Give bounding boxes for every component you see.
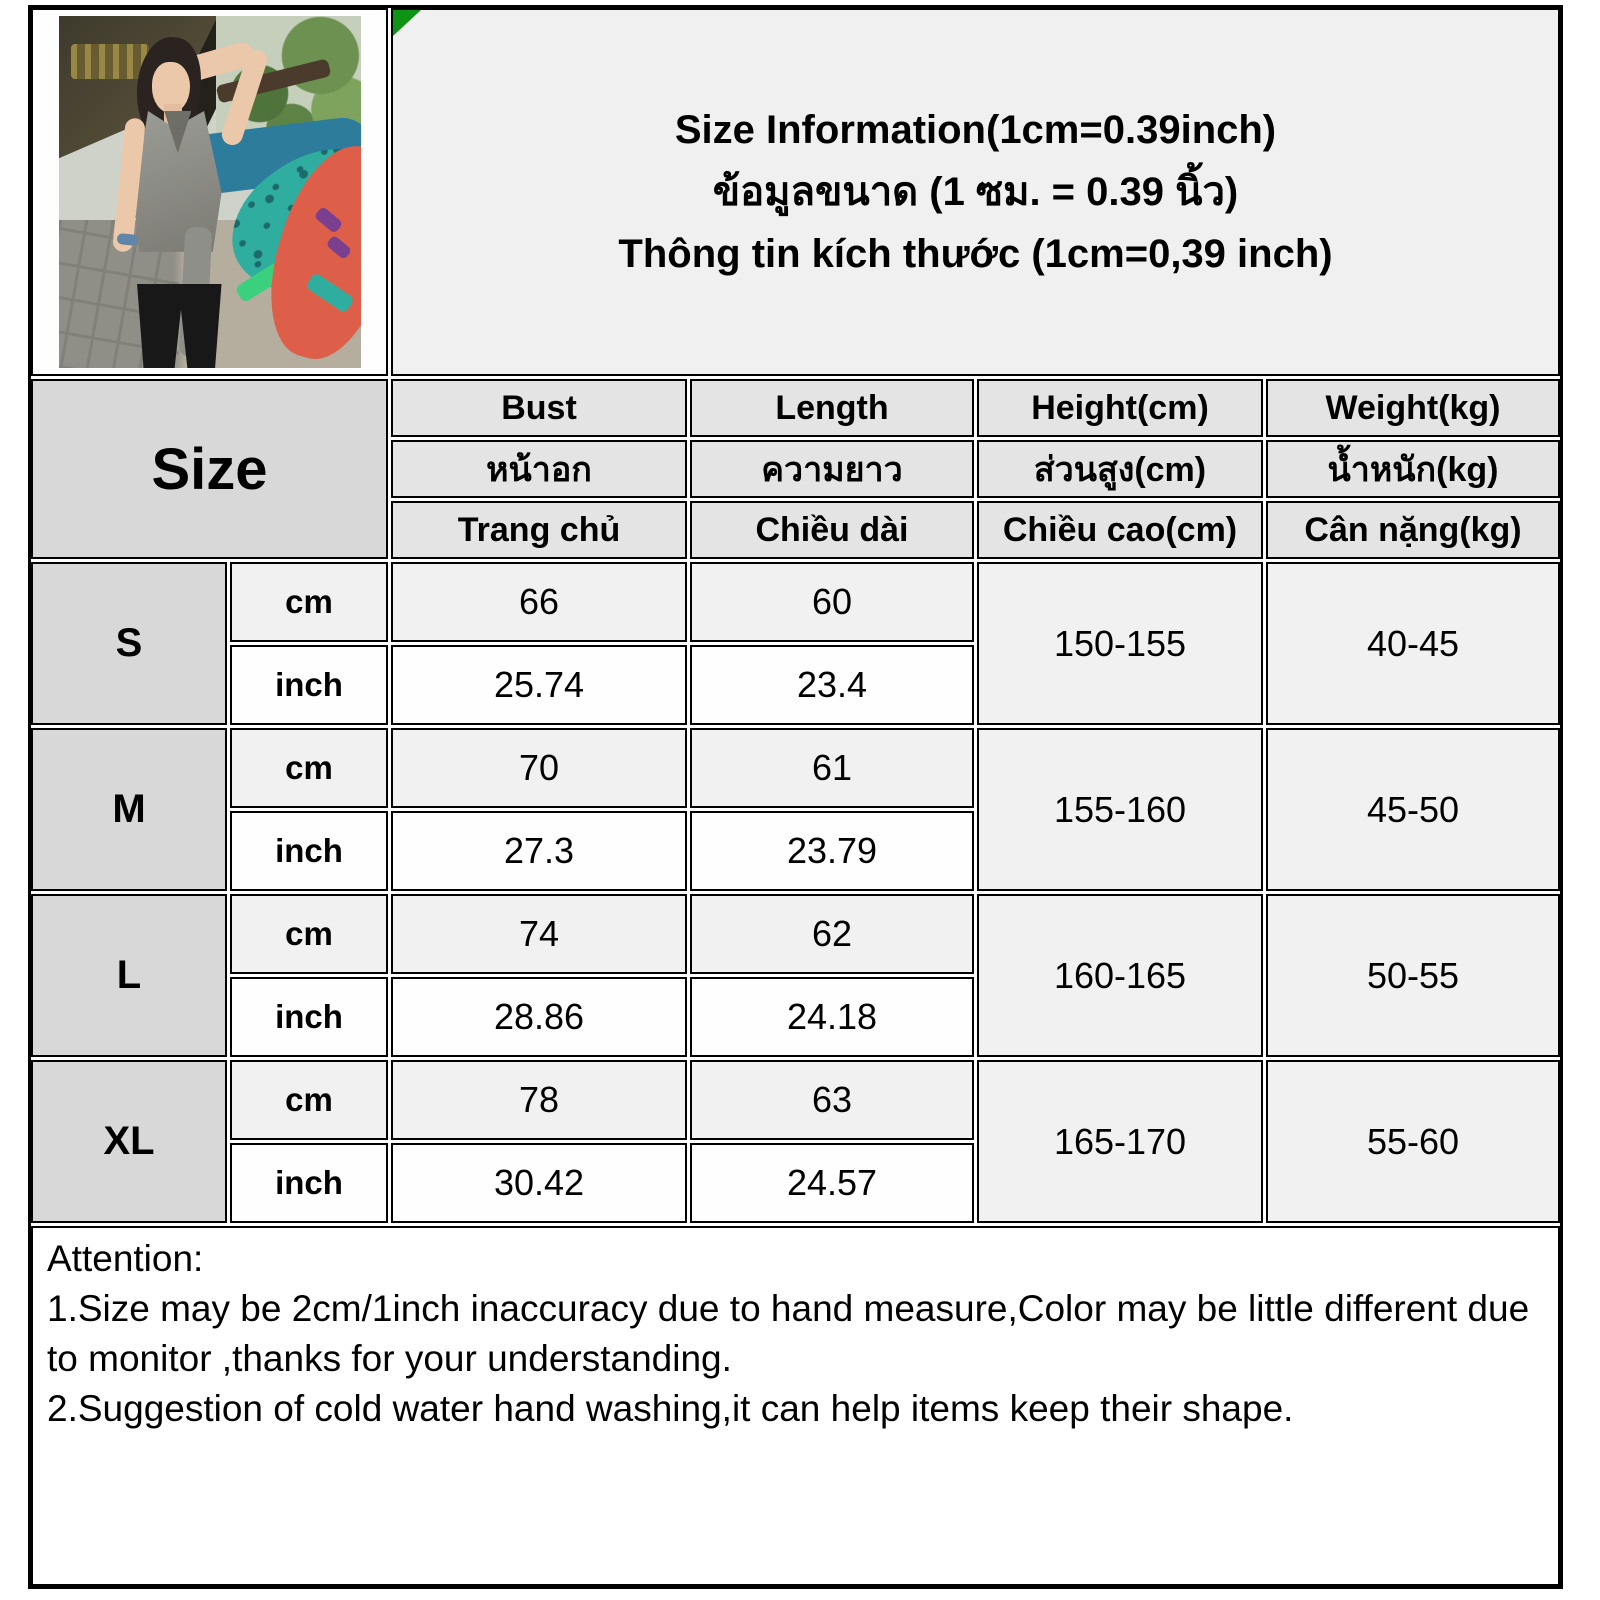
unit-inch: inch [230,645,388,725]
value-weight-range: 40-45 [1266,562,1560,725]
unit-cm: cm [230,1060,388,1140]
value-weight-range: 55-60 [1266,1060,1560,1223]
unit-inch: inch [230,1143,388,1223]
value-bust-cm: 66 [391,562,687,642]
attention-note-2: 2.Suggestion of cold water hand washing,… [47,1388,1294,1429]
value-length-inch: 23.4 [690,645,974,725]
size-label-s: S [31,562,227,725]
sign-shape [70,44,150,80]
value-length-cm: 63 [690,1060,974,1140]
value-bust-cm: 74 [391,894,687,974]
attention-note-1: 1.Size may be 2cm/1inch inaccuracy due t… [47,1288,1530,1379]
value-weight-range: 50-55 [1266,894,1560,1057]
unit-cm: cm [230,728,388,808]
value-bust-inch: 30.42 [391,1143,687,1223]
value-length-cm: 62 [690,894,974,974]
value-bust-inch: 27.3 [391,811,687,891]
product-photo [58,16,361,368]
column-header-bust-th: หน้าอก [391,440,687,498]
value-height-range: 165-170 [977,1060,1263,1223]
value-bust-cm: 78 [391,1060,687,1140]
column-header-weight-th: น้ำหนัก(kg) [1266,440,1560,498]
column-header-height-vi: Chiều cao(cm) [977,501,1263,559]
column-header-bust-en: Bust [391,379,687,437]
value-bust-inch: 25.74 [391,645,687,725]
unit-inch: inch [230,977,388,1057]
green-corner-marker-icon [393,10,421,36]
value-height-range: 160-165 [977,894,1263,1057]
unit-cm: cm [230,894,388,974]
column-header-height-en: Height(cm) [977,379,1263,437]
value-length-cm: 61 [690,728,974,808]
value-bust-cm: 70 [391,728,687,808]
title-thai: ข้อมูลขนาด (1 ซม. = 0.39 นิ้ว) [712,170,1239,214]
column-header-bust-vi: Trang chủ [391,501,687,559]
title-english: Size Information(1cm=0.39inch) [674,108,1277,152]
column-header-length-en: Length [690,379,974,437]
value-length-inch: 24.57 [690,1143,974,1223]
value-bust-inch: 28.86 [391,977,687,1057]
column-header-length-vi: Chiều dài [690,501,974,559]
value-height-range: 150-155 [977,562,1263,725]
size-header: Size [31,379,388,559]
size-label-m: M [31,728,227,891]
column-header-height-th: ส่วนสูง(cm) [977,440,1263,498]
size-label-l: L [31,894,227,1057]
unit-cm: cm [230,562,388,642]
value-length-inch: 24.18 [690,977,974,1057]
attention-heading: Attention: [47,1238,204,1279]
size-label-xl: XL [31,1060,227,1223]
value-height-range: 155-160 [977,728,1263,891]
product-photo-cell [31,8,388,376]
title-vietnamese: Thông tin kích thước (1cm=0,39 inch) [618,232,1333,276]
value-length-inch: 23.79 [690,811,974,891]
size-chart-sheet: Size Information(1cm=0.39inch) ข้อมูลขนา… [28,5,1563,1589]
title-cell: Size Information(1cm=0.39inch) ข้อมูลขนา… [391,8,1560,376]
attention-box: Attention: 1.Size may be 2cm/1inch inacc… [31,1226,1560,1586]
value-length-cm: 60 [690,562,974,642]
value-weight-range: 45-50 [1266,728,1560,891]
column-header-length-th: ความยาว [690,440,974,498]
column-header-weight-vi: Cân nặng(kg) [1266,501,1560,559]
column-header-weight-en: Weight(kg) [1266,379,1560,437]
unit-inch: inch [230,811,388,891]
